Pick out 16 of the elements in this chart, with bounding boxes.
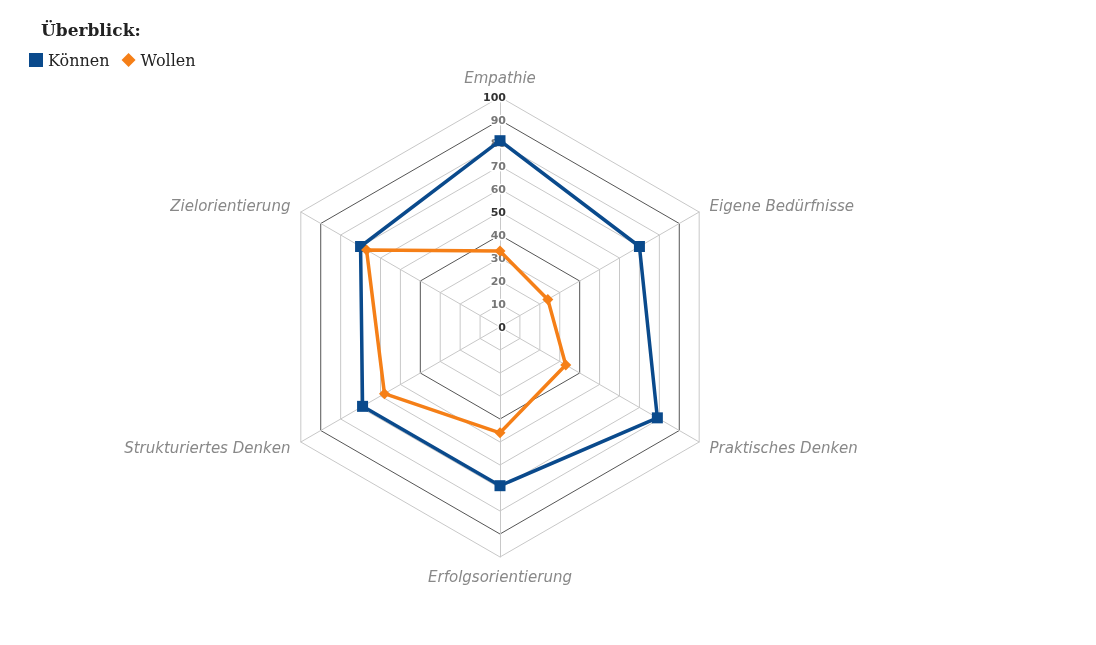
legend-label: Wollen [140,50,196,70]
spoke-label: Zielorientierung [169,197,291,215]
chart-title: Überblick: [41,19,141,40]
spoke-label: Eigene Bedürfnisse [709,197,855,215]
y-tick-label: 60 [490,182,507,196]
y-tick-label: 0 [498,320,507,334]
y-tick-label: 50 [490,205,507,219]
spoke-label: Strukturiertes Denken [124,439,291,457]
spoke-label: Erfolgsorientierung [428,567,572,586]
spoke-label: Praktisches Denken [709,439,858,457]
legend-label: Können [48,50,110,70]
spoke-label: Empathie [464,68,536,87]
y-tick-label: 100 [483,90,507,104]
y-tick-label: 70 [490,159,507,173]
y-tick-label: 10 [490,297,507,311]
y-tick-label: 20 [490,274,507,288]
